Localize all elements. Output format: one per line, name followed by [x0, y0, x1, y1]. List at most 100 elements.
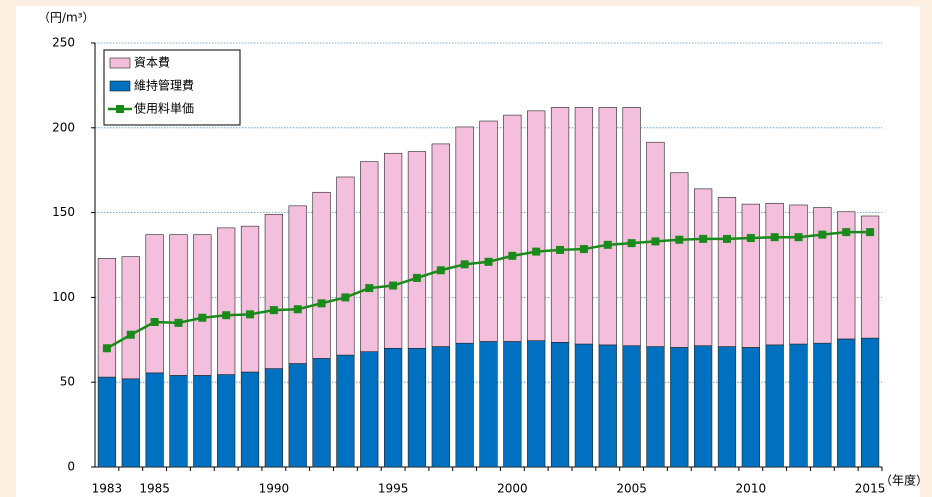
line-marker [603, 240, 612, 249]
bar-segment [574, 107, 594, 345]
line-marker [866, 228, 875, 237]
bar-segment [121, 256, 140, 380]
legend-swatch [109, 80, 131, 92]
x-tick-label: 2010 [736, 482, 767, 496]
line-marker [126, 330, 135, 339]
bar-segment [813, 207, 832, 344]
line-marker [102, 344, 111, 353]
bar-segment [598, 344, 617, 468]
bar-segment [217, 374, 236, 468]
line-marker [150, 317, 159, 326]
bar-segment [717, 197, 737, 347]
bar-segment [431, 143, 450, 347]
bar-segment [622, 345, 641, 468]
bar-segment [240, 225, 260, 373]
bar-segment [860, 215, 880, 339]
bar-segment [479, 341, 498, 468]
bar-segment [407, 151, 427, 349]
bar-segment [145, 234, 164, 374]
bar-segment [765, 202, 784, 346]
bar-segment [383, 347, 403, 468]
x-axis-label: （年度） [880, 473, 928, 488]
line-marker [198, 313, 207, 322]
bar-segment [694, 345, 713, 468]
x-tick-label: 2000 [497, 482, 528, 496]
bar-segment [837, 338, 856, 468]
bar-segment [336, 354, 355, 468]
legend-marker [116, 105, 124, 113]
line-marker [532, 247, 541, 256]
bar-segment [813, 342, 832, 468]
bar-segment [97, 258, 117, 378]
x-tick-label: 1995 [378, 482, 409, 496]
bar-segment [455, 342, 474, 468]
line-marker [484, 257, 493, 266]
y-tick-label: 100 [52, 290, 75, 304]
line-marker [675, 235, 684, 244]
bar-segment [646, 346, 665, 468]
bar-segment [264, 213, 283, 369]
bar-segment [336, 176, 355, 356]
bar-segment [240, 371, 260, 468]
line-marker [579, 245, 588, 254]
bar-segment [288, 205, 307, 364]
bar-segment [694, 188, 713, 347]
y-tick-label: 50 [60, 375, 75, 389]
bar-segment [312, 191, 331, 359]
line-marker [746, 234, 755, 243]
legend-label: 使用料単価 [134, 101, 194, 116]
line-marker [269, 306, 278, 315]
line-marker [508, 251, 517, 260]
line-marker [412, 273, 421, 282]
bar-segment [789, 204, 808, 345]
bar-segment [169, 234, 188, 376]
bar-segment [169, 375, 188, 468]
bar-segment [264, 368, 283, 468]
bar-segment [860, 337, 880, 468]
bar-segment [407, 347, 427, 468]
line-marker [293, 305, 302, 314]
bar-segment [598, 107, 617, 346]
line-marker [818, 230, 827, 239]
line-marker [317, 299, 326, 308]
legend-swatch [109, 57, 131, 69]
bar-segment [193, 375, 212, 468]
bar-segment [288, 363, 307, 468]
x-tick-label: 1990 [259, 482, 290, 496]
bar-segment [217, 227, 236, 375]
bar-segment [121, 378, 140, 468]
y-tick-label: 150 [52, 205, 75, 219]
bar-segment [574, 343, 594, 468]
x-tick-label: 2015 [855, 482, 886, 496]
line-marker [794, 233, 803, 242]
legend-label: 資本費 [134, 55, 170, 70]
line-marker [722, 234, 731, 243]
bar-segment [670, 347, 689, 468]
line-marker [842, 228, 851, 237]
bar-segment [97, 376, 117, 468]
bar-segment [360, 161, 379, 352]
bar-segment [527, 340, 546, 468]
bar-segment [741, 203, 760, 348]
bar-segment [455, 126, 474, 344]
legend-label: 維持管理費 [134, 78, 194, 93]
line-marker [389, 281, 398, 290]
x-tick-label: 1985 [139, 482, 170, 496]
bar-segment [550, 342, 570, 468]
bar-segment [717, 346, 737, 468]
line-marker [699, 234, 708, 243]
bar-segment [789, 343, 808, 468]
line-marker [770, 233, 779, 242]
line-marker [651, 237, 660, 246]
bar-segment [670, 172, 689, 348]
line-marker [556, 245, 565, 254]
bar-segment [765, 344, 784, 468]
bar-segment [193, 234, 212, 376]
y-axis-label: （円/m³） [38, 11, 95, 25]
y-tick-label: 0 [67, 460, 75, 474]
bar-segment [503, 114, 522, 342]
line-marker [174, 318, 183, 327]
line-marker [436, 266, 445, 275]
bar-segment [550, 107, 570, 343]
